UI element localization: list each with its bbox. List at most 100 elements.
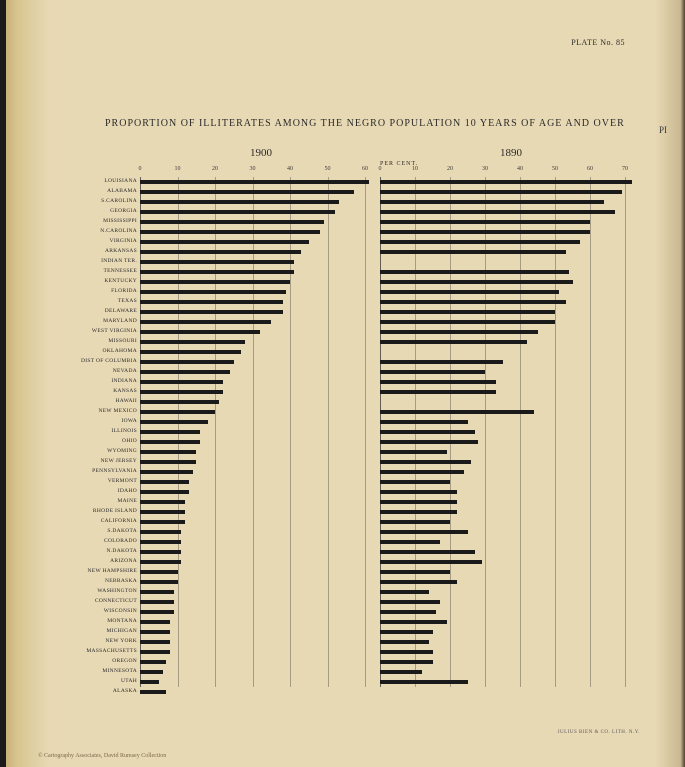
bar-1890 (380, 310, 555, 314)
bar-1900 (140, 490, 189, 494)
state-row: LOUISIANA (75, 177, 630, 187)
state-label: MISSOURI (75, 338, 137, 344)
state-label: CALIFORNIA (75, 518, 137, 524)
state-label: WASHINGTON (75, 588, 137, 594)
bar-1900 (140, 660, 166, 664)
state-row: PENNSYLVANIA (75, 467, 630, 477)
state-row: FLORIDA (75, 287, 630, 297)
state-row: MASSACHUSETTS (75, 647, 630, 657)
state-row: OREGON (75, 657, 630, 667)
bar-1900 (140, 480, 189, 484)
bar-1900 (140, 460, 196, 464)
bar-1890 (380, 270, 569, 274)
bar-1900 (140, 600, 174, 604)
bar-1900 (140, 610, 174, 614)
bar-1890 (380, 500, 457, 504)
state-row: S.CAROLINA (75, 197, 630, 207)
tick-label: 70 (622, 166, 628, 172)
bar-1900 (140, 200, 339, 204)
bar-1890 (380, 440, 478, 444)
state-row: NEVADA (75, 367, 630, 377)
bar-1900 (140, 220, 324, 224)
bar-1890 (380, 330, 538, 334)
state-label: UTAH (75, 678, 137, 684)
state-row: MONTANA (75, 617, 630, 627)
state-row: NEW JERSEY (75, 457, 630, 467)
bar-1900 (140, 340, 245, 344)
bar-1890 (380, 380, 496, 384)
bar-1900 (140, 640, 170, 644)
state-label: MONTANA (75, 618, 137, 624)
bar-1900 (140, 560, 181, 564)
bar-1900 (140, 510, 185, 514)
bar-1900 (140, 260, 294, 264)
bar-1890 (380, 240, 580, 244)
bar-1890 (380, 630, 433, 634)
state-label: NEW YORK (75, 638, 137, 644)
state-label: VIRGINIA (75, 238, 137, 244)
bar-1890 (380, 280, 573, 284)
tick-label: 30 (482, 166, 488, 172)
state-row: OHIO (75, 437, 630, 447)
tick-label: 60 (362, 166, 368, 172)
state-label: LOUISIANA (75, 178, 137, 184)
state-row: N.DAKOTA (75, 547, 630, 557)
state-label: MICHIGAN (75, 628, 137, 634)
state-row: TENNESSEE (75, 267, 630, 277)
state-label: TEXAS (75, 298, 137, 304)
bar-1890 (380, 210, 615, 214)
bar-1900 (140, 320, 271, 324)
state-label: IOWA (75, 418, 137, 424)
state-row: ILLINOIS (75, 427, 630, 437)
bar-1890 (380, 430, 475, 434)
state-row: RHODE ISLAND (75, 507, 630, 517)
bar-1890 (380, 370, 485, 374)
state-label: ARKANSAS (75, 248, 137, 254)
tick-label: 10 (412, 166, 418, 172)
state-label: MINNESOTA (75, 668, 137, 674)
state-row: WYOMING (75, 447, 630, 457)
state-label: WYOMING (75, 448, 137, 454)
bar-1900 (140, 420, 208, 424)
state-row: ALASKA (75, 687, 630, 697)
bar-1900 (140, 530, 181, 534)
state-label: NEW HAMPSHIRE (75, 568, 137, 574)
bar-1890 (380, 340, 527, 344)
state-label: OHIO (75, 438, 137, 444)
bar-1890 (380, 580, 457, 584)
bar-1890 (380, 460, 471, 464)
state-row: WASHINGTON (75, 587, 630, 597)
bar-1890 (380, 540, 440, 544)
state-label: FLORIDA (75, 288, 137, 294)
state-row: HAWAII (75, 397, 630, 407)
tick-label: 40 (517, 166, 523, 172)
tick-label: 20 (447, 166, 453, 172)
bar-1890 (380, 570, 450, 574)
bar-1900 (140, 540, 181, 544)
bar-1900 (140, 690, 166, 694)
state-label: NEBRASKA (75, 578, 137, 584)
bar-1890 (380, 600, 440, 604)
state-row: S.DAKOTA (75, 527, 630, 537)
state-row: WEST VIRGINIA (75, 327, 630, 337)
bar-1890 (380, 220, 590, 224)
bar-1890 (380, 290, 559, 294)
state-row: INDIANA (75, 377, 630, 387)
bar-1890 (380, 230, 590, 234)
bar-1890 (380, 450, 447, 454)
state-label: ALABAMA (75, 188, 137, 194)
bar-1900 (140, 650, 170, 654)
state-label: INDIANA (75, 378, 137, 384)
state-row: NEW HAMPSHIRE (75, 567, 630, 577)
state-row: MISSOURI (75, 337, 630, 347)
bar-1890 (380, 650, 433, 654)
bar-1900 (140, 210, 335, 214)
bar-1890 (380, 190, 622, 194)
bar-1900 (140, 670, 163, 674)
state-row: OKLAHOMA (75, 347, 630, 357)
state-label: COLORADO (75, 538, 137, 544)
tick-label: 50 (552, 166, 558, 172)
state-label: DIST OF COLUMBIA (75, 358, 137, 364)
state-label: HAWAII (75, 398, 137, 404)
book-gutter-right (655, 0, 685, 767)
